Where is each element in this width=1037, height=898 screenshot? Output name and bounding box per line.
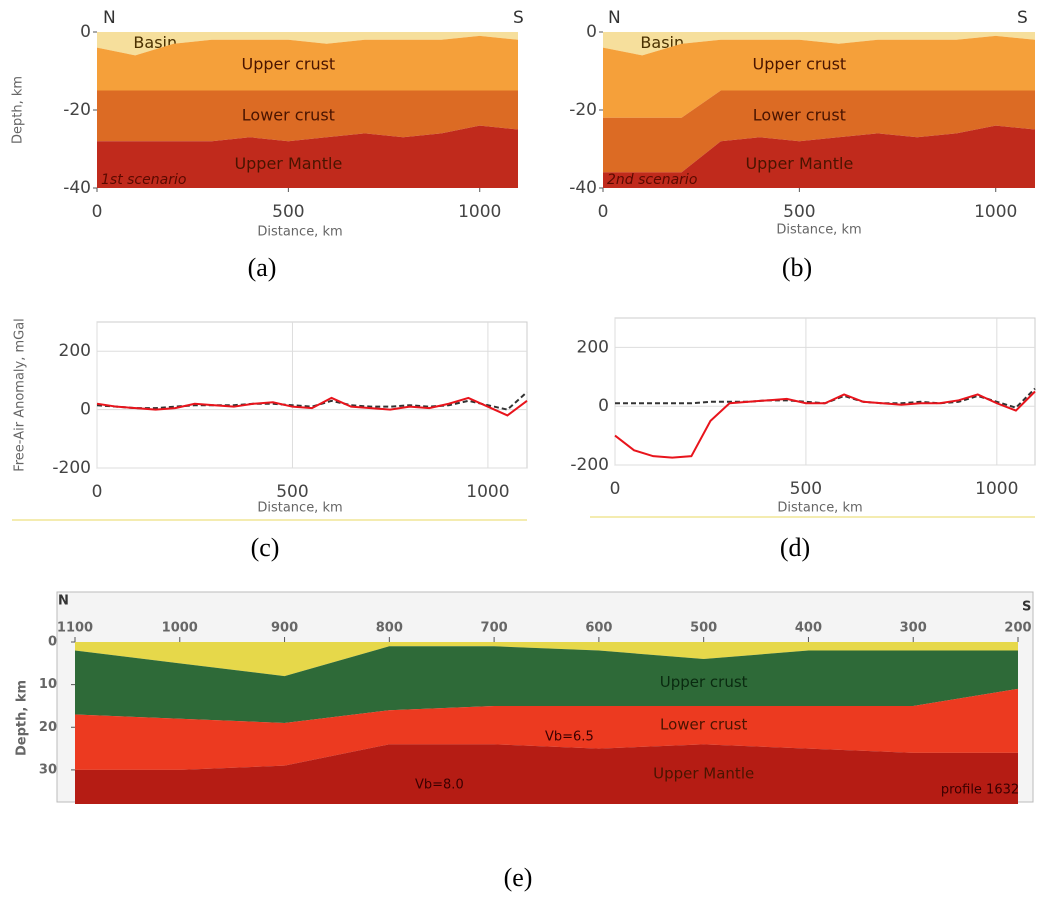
x-tick-label: 1000 [975, 479, 1018, 499]
layer [97, 35, 518, 91]
y-tick-label: -200 [52, 458, 91, 478]
x-axis-label: Distance, km [776, 223, 861, 238]
annotation: N [608, 8, 621, 28]
x-tick-label: 1000 [458, 202, 501, 222]
panel-label: (e) [504, 863, 533, 892]
x-tick-label: 900 [271, 621, 298, 636]
annotation: N [103, 8, 116, 28]
panel-label: (c) [251, 533, 280, 562]
y-tick-label: -20 [569, 100, 597, 120]
panel-label: (a) [248, 253, 277, 282]
y-axis-label: Depth, km [11, 76, 26, 144]
x-tick-label: 1000 [974, 202, 1017, 222]
annotation: Vb=8.0 [415, 778, 464, 793]
layer-label: Upper Mantle [745, 154, 853, 173]
annotation: S [1022, 600, 1031, 615]
annotation: 1st scenario [101, 172, 186, 188]
layer [603, 125, 1035, 188]
x-axis-label: Distance, km [777, 501, 862, 516]
x-tick-label: 0 [610, 479, 621, 499]
annotation: S [1017, 8, 1028, 28]
y-tick-label: 200 [59, 341, 91, 361]
x-tick-label: 1100 [57, 621, 93, 636]
layer-label: Upper crust [753, 55, 847, 74]
panel-label: (d) [780, 533, 810, 562]
layer [603, 90, 1035, 173]
x-axis-label: Distance, km [257, 225, 342, 240]
y-tick-label: 0 [598, 396, 609, 416]
y-tick-label: -40 [63, 178, 91, 198]
x-tick-label: 500 [690, 621, 717, 636]
x-tick-label: 500 [272, 202, 304, 222]
y-tick-label: -200 [570, 455, 609, 475]
anomaly-line [96, 391, 528, 411]
layer [603, 35, 1035, 118]
x-tick-label: 1000 [162, 621, 198, 636]
layer [75, 646, 1018, 723]
plot-area [614, 317, 1036, 466]
x-tick-label: 500 [276, 482, 308, 502]
layer-label: Upper Mantle [653, 765, 754, 783]
x-tick-label: 0 [598, 202, 609, 222]
panel-label: (b) [782, 253, 812, 282]
x-tick-label: 300 [900, 621, 927, 636]
y-tick-label: 20 [39, 720, 57, 735]
panel: Upper crust Lower crust Upper Mantle 0 10 20 3… [15, 591, 1034, 892]
layer-label: Upper crust [242, 55, 336, 74]
layer-label: Lower crust [660, 716, 747, 734]
layer-label: Upper crust [660, 673, 748, 691]
y-tick-label: 10 [39, 677, 57, 692]
layer [75, 688, 1018, 770]
y-tick-label: 0 [80, 400, 91, 420]
layer [97, 125, 518, 188]
y-tick-label: 0 [48, 635, 57, 650]
x-tick-label: 500 [790, 479, 822, 499]
anomaly-line [614, 390, 1036, 459]
x-axis-label: Distance, km [257, 501, 342, 516]
annotation: N [58, 594, 69, 609]
x-tick-label: 800 [376, 621, 403, 636]
x-tick-label: 1000 [466, 482, 509, 502]
layer [75, 642, 1018, 677]
y-tick-label: 0 [586, 22, 597, 42]
x-tick-label: 500 [783, 202, 815, 222]
annotation: Vb=6.5 [545, 730, 594, 745]
y-tick-label: 30 [39, 762, 57, 777]
y-tick-label: 200 [577, 337, 609, 357]
layer-label: Lower crust [753, 105, 846, 124]
x-tick-label: 0 [92, 202, 103, 222]
anomaly-line [96, 396, 528, 417]
layer [603, 32, 1035, 56]
x-tick-label: 700 [481, 621, 508, 636]
layer-label: Lower crust [242, 105, 335, 124]
y-axis-label: Free-Air Anomaly, mGal [13, 318, 28, 472]
y-tick-label: -20 [63, 100, 91, 120]
y-axis-label: Depth, km [15, 680, 30, 756]
x-tick-label: 400 [795, 621, 822, 636]
y-tick-label: 0 [80, 22, 91, 42]
annotation: 2nd scenario [607, 172, 697, 188]
layer [75, 744, 1018, 804]
layer-label: Upper Mantle [234, 154, 342, 173]
y-tick-label: -40 [569, 178, 597, 198]
x-tick-label: 0 [92, 482, 103, 502]
annotation: S [513, 8, 524, 28]
plot-area [96, 321, 528, 469]
annotation: profile 1632 [941, 783, 1019, 798]
layer [97, 32, 518, 56]
x-tick-label: 200 [1004, 621, 1031, 636]
layer [97, 90, 518, 142]
x-tick-label: 600 [585, 621, 612, 636]
